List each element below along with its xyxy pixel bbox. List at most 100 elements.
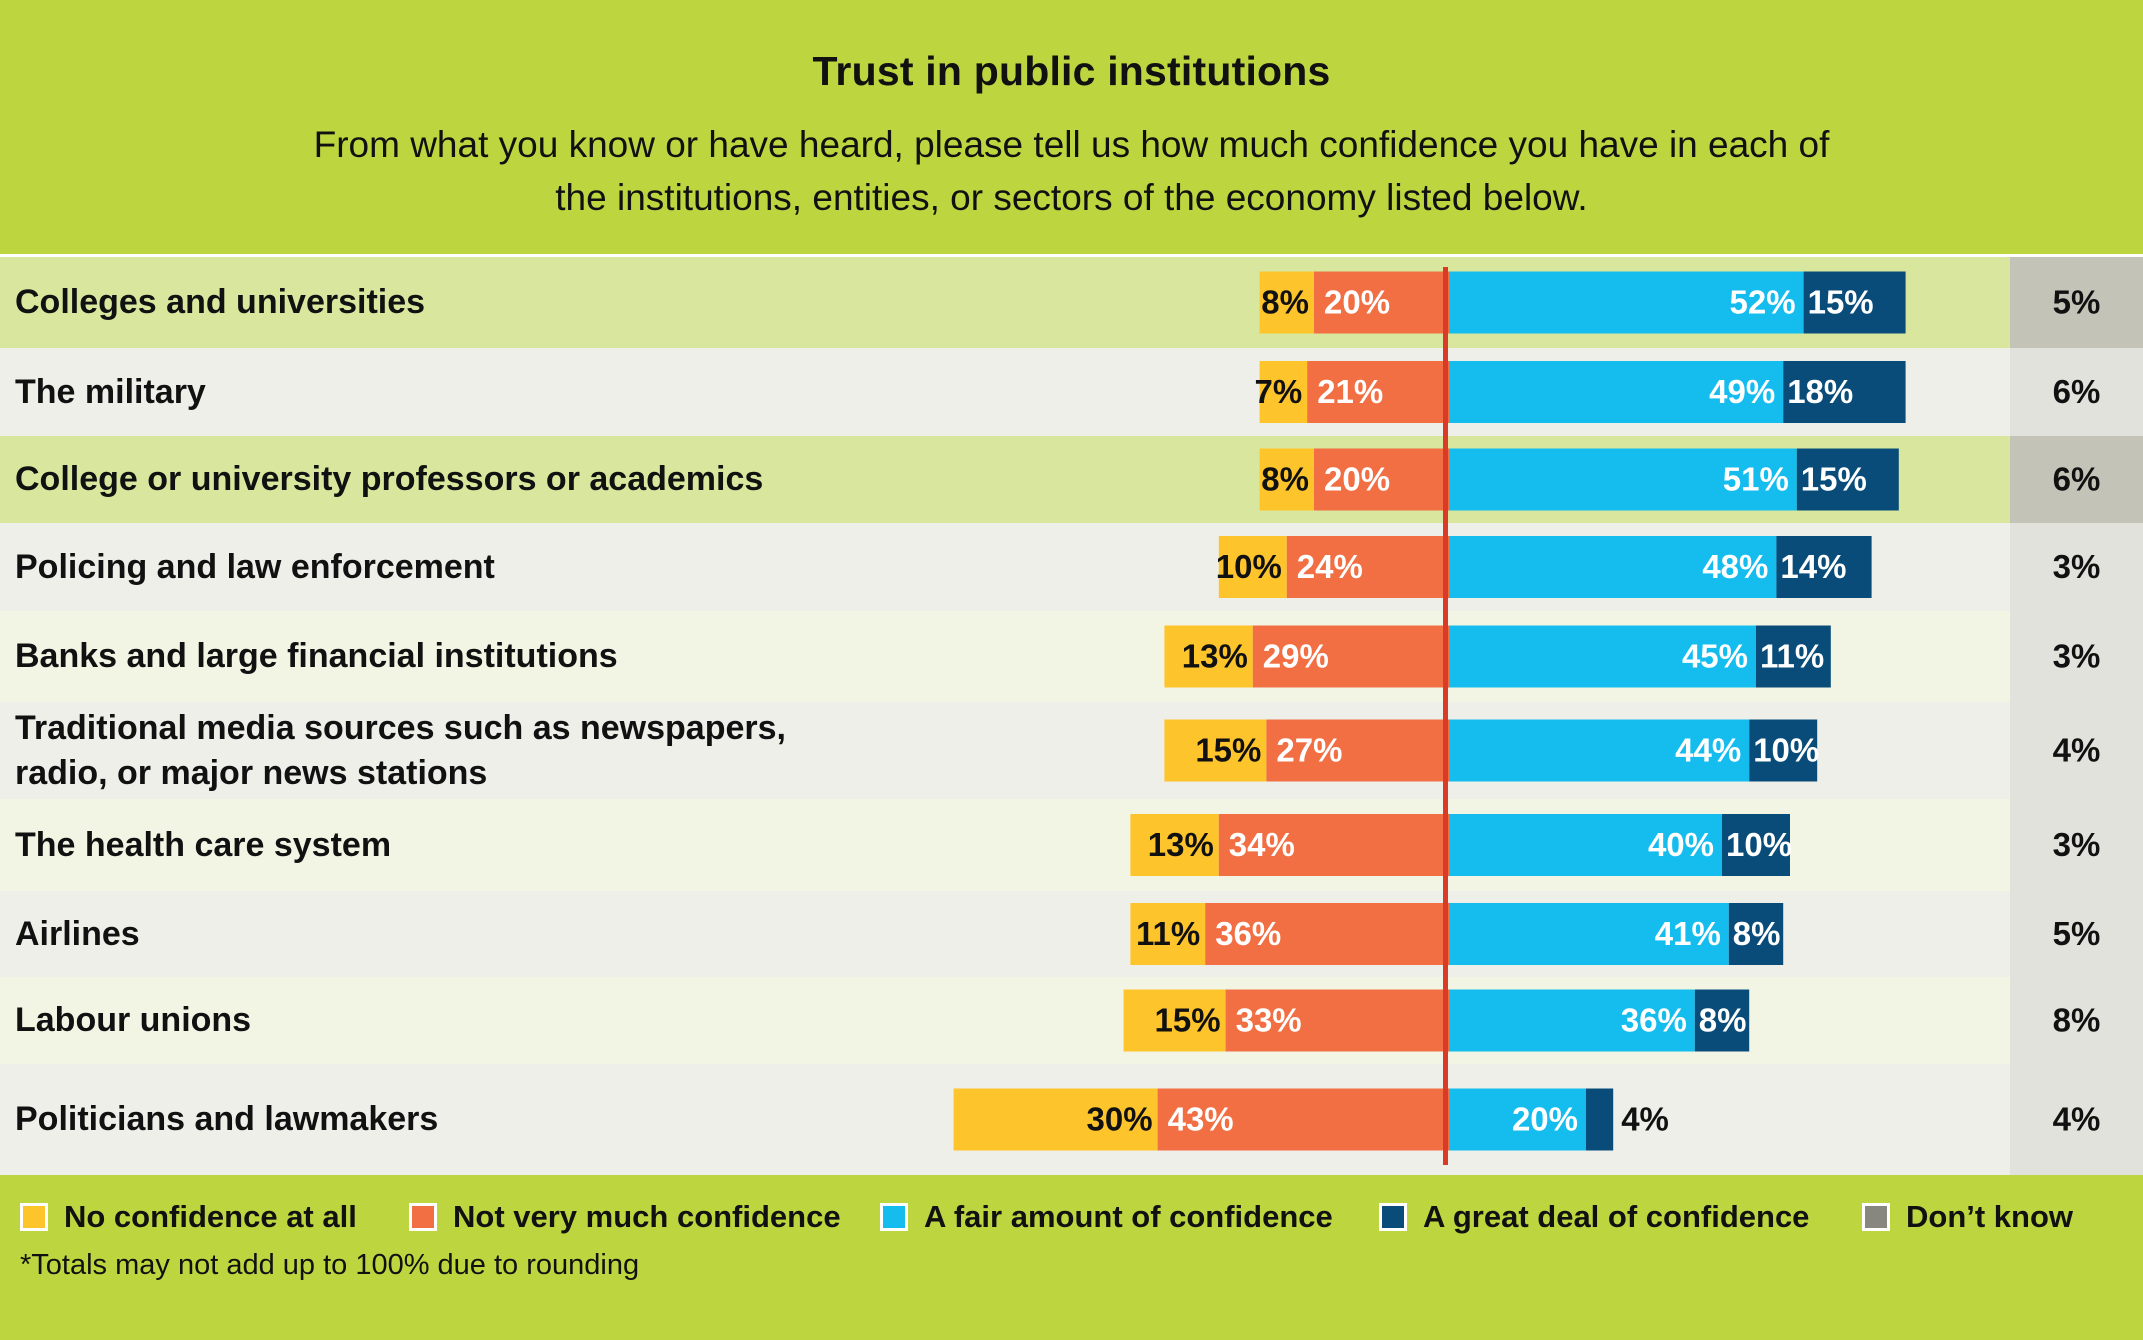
data-label-not-very-much: 24% xyxy=(1297,548,1363,585)
data-label-great-deal: 10% xyxy=(1726,826,1792,863)
data-label-dont-know: 6% xyxy=(2053,461,2101,498)
bar-fair-amount xyxy=(1450,536,1777,598)
row-label: College or university professors or acad… xyxy=(15,460,764,498)
data-label-not-very-much: 21% xyxy=(1317,373,1383,410)
data-label-fair-amount: 45% xyxy=(1682,638,1748,675)
legend-item-fair-amount: A fair amount of confidence xyxy=(880,1197,1333,1237)
data-label-not-very-much: 36% xyxy=(1215,915,1281,952)
dont-know-band xyxy=(2010,799,2143,891)
bar-fair-amount xyxy=(1450,1088,1586,1151)
chart-title: Trust in public institutions xyxy=(812,48,1331,94)
data-label-great-deal: 11% xyxy=(1760,638,1824,675)
data-label-great-deal: 14% xyxy=(1780,548,1846,585)
data-label-not-very-much: 43% xyxy=(1168,1101,1234,1138)
bar-not-very-much xyxy=(1307,361,1450,423)
bar-not-very-much xyxy=(1252,625,1450,688)
data-label-no-confidence: 13% xyxy=(1148,826,1214,863)
header-divider xyxy=(0,254,2143,257)
bar-not-very-much xyxy=(1157,1088,1450,1151)
bar-fair-amount xyxy=(1450,719,1750,782)
chart-canvas: 8% 20% 52% 15% 5% 7% 21% 49% 18% 6% 8% 20% 51% 15% 6% 1… xyxy=(0,257,2143,1175)
dont-know-band xyxy=(2010,611,2143,702)
bar-not-very-much xyxy=(1314,271,1450,334)
row-label: Airlines xyxy=(15,914,140,953)
bar-no-confidence xyxy=(1130,814,1219,876)
bar-no-confidence xyxy=(1164,625,1253,688)
bar-no-confidence xyxy=(1130,903,1206,965)
bar-great-deal xyxy=(1796,448,1899,511)
data-label-dont-know: 3% xyxy=(2053,638,2101,675)
data-label-no-confidence: 7% xyxy=(1254,373,1302,410)
data-label-fair-amount: 36% xyxy=(1621,1002,1687,1039)
row-label: The health care system xyxy=(15,825,392,864)
data-label-no-confidence: 15% xyxy=(1155,1002,1221,1039)
data-label-dont-know: 5% xyxy=(2053,284,2101,321)
data-label-no-confidence: 11% xyxy=(1136,915,1200,952)
dont-know-band xyxy=(2010,702,2143,799)
dont-know-band xyxy=(2010,1064,2143,1175)
data-label-not-very-much: 34% xyxy=(1229,826,1295,863)
data-label-dont-know: 3% xyxy=(2053,548,2101,585)
data-label-no-confidence: 30% xyxy=(1087,1101,1153,1138)
legend-item-not-very-much: Not very much confidence xyxy=(409,1197,841,1237)
data-label-not-very-much: 20% xyxy=(1324,461,1390,498)
row-label: Labour unions xyxy=(15,1001,252,1039)
chart-header: Trust in public institutions From what y… xyxy=(0,0,2143,254)
data-label-great-deal: 8% xyxy=(1733,915,1781,952)
bar-no-confidence xyxy=(1259,448,1314,511)
bar-not-very-much xyxy=(1314,448,1450,511)
bar-fair-amount xyxy=(1450,903,1729,965)
dont-know-band xyxy=(2010,348,2143,436)
data-label-fair-amount: 44% xyxy=(1675,732,1741,769)
bar-great-deal xyxy=(1783,361,1906,423)
bar-fair-amount xyxy=(1450,989,1695,1052)
data-label-dont-know: 5% xyxy=(2053,915,2101,952)
bar-not-very-much xyxy=(1266,719,1450,782)
data-label-fair-amount: 40% xyxy=(1648,826,1714,863)
data-label-no-confidence: 10% xyxy=(1216,548,1282,585)
bar-not-very-much xyxy=(1218,814,1450,876)
legend-swatch xyxy=(409,1203,437,1231)
bar-great-deal xyxy=(1803,271,1906,334)
data-label-great-deal: 4% xyxy=(1621,1101,1669,1138)
legend: No confidence at all Not very much confi… xyxy=(0,1175,2143,1340)
data-label-fair-amount: 51% xyxy=(1723,461,1789,498)
legend-label: Don’t know xyxy=(1906,1199,2074,1234)
data-label-no-confidence: 15% xyxy=(1195,732,1261,769)
bar-not-very-much xyxy=(1286,536,1450,598)
legend-label: A fair amount of confidence xyxy=(924,1199,1333,1234)
bar-not-very-much xyxy=(1205,903,1450,965)
bar-great-deal xyxy=(1722,814,1790,876)
legend-swatch xyxy=(880,1203,908,1231)
bar-great-deal xyxy=(1694,989,1750,1052)
bar-great-deal xyxy=(1586,1088,1614,1151)
row-label: Traditional media sources such as newspa… xyxy=(15,708,786,792)
row-label: Colleges and universities xyxy=(15,283,426,321)
bar-fair-amount xyxy=(1450,271,1804,334)
data-label-dont-know: 6% xyxy=(2053,373,2101,410)
data-label-no-confidence: 8% xyxy=(1261,461,1309,498)
row-label: Politicians and lawmakers xyxy=(15,1100,439,1138)
legend-item-no-confidence: No confidence at all xyxy=(20,1197,357,1237)
bar-great-deal xyxy=(1776,536,1872,598)
data-label-great-deal: 15% xyxy=(1801,461,1867,498)
data-label-dont-know: 4% xyxy=(2053,1101,2101,1138)
legend-swatch xyxy=(1379,1203,1407,1231)
bar-fair-amount xyxy=(1450,361,1784,423)
bar-no-confidence xyxy=(1259,361,1308,423)
bar-fair-amount xyxy=(1450,814,1722,876)
data-label-dont-know: 8% xyxy=(2053,1002,2101,1039)
dont-know-band xyxy=(2010,436,2143,523)
bar-great-deal xyxy=(1749,719,1818,782)
legend-swatch xyxy=(20,1203,48,1231)
diverging-bar-chart: 8% 20% 52% 15% 5% 7% 21% 49% 18% 6% 8% 20% 51% 15% 6% 1… xyxy=(0,257,2143,1175)
row-label: Policing and law enforcement xyxy=(15,547,495,586)
data-label-fair-amount: 49% xyxy=(1709,373,1775,410)
bar-not-very-much xyxy=(1225,989,1450,1052)
data-label-great-deal: 8% xyxy=(1699,1002,1747,1039)
legend-item-dont-know: Don’t know xyxy=(1862,1197,2073,1237)
data-label-great-deal: 10% xyxy=(1753,732,1819,769)
data-label-fair-amount: 41% xyxy=(1655,915,1721,952)
row-label: The military xyxy=(15,372,206,411)
footnote: *Totals may not add up to 100% due to ro… xyxy=(20,1249,640,1281)
